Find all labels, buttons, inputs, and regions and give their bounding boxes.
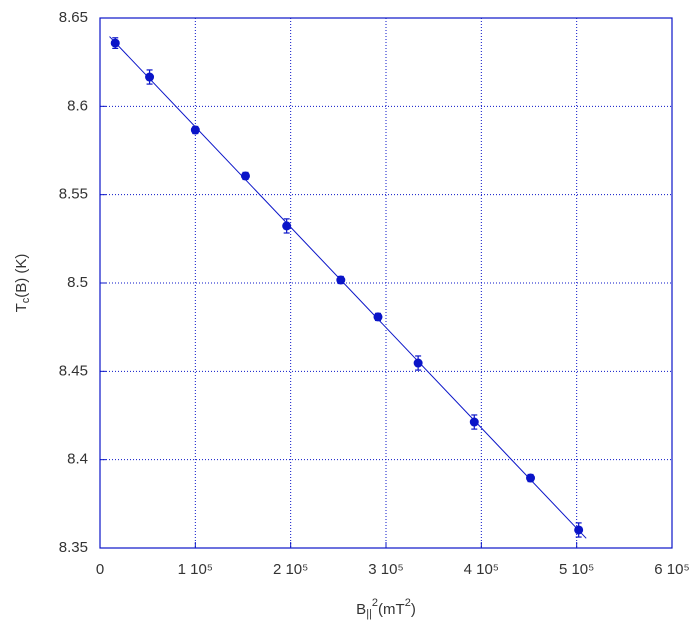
x-tick-label: 5 10⁵ — [559, 561, 594, 578]
x-tick-label: 0 — [96, 561, 104, 578]
y-tick-label: 8.45 — [59, 362, 88, 379]
data-point — [336, 275, 346, 285]
xlabel-part: ) — [411, 601, 416, 618]
ylabel: Tc​(B) (K) — [13, 254, 32, 313]
x-tick-label: 1 10⁵ — [178, 561, 213, 578]
y-tick-label: 8.4 — [67, 451, 88, 468]
ylabel-part: c — [20, 297, 32, 303]
x-tick-label: 3 10⁵ — [368, 561, 403, 578]
y-tick-label: 8.35 — [59, 539, 88, 556]
data-point — [145, 72, 155, 82]
x-tick-label: 6 10⁵ — [654, 561, 689, 578]
y-tick-label: 8.65 — [59, 9, 88, 26]
data-point — [526, 473, 536, 483]
y-tick-label: 8.5 — [67, 274, 88, 291]
y-tick-label: 8.55 — [59, 186, 88, 203]
data-point — [110, 38, 120, 48]
plot-frame — [99, 17, 673, 549]
xlabel-part: 2 — [405, 597, 411, 609]
y-tick-label: 8.6 — [67, 97, 88, 114]
xlabel: B||​2​(mT2​) — [356, 597, 416, 620]
xlabel-part: (mT — [378, 601, 405, 618]
data-point — [373, 312, 383, 322]
data-point — [282, 221, 292, 231]
x-tick-label: 4 10⁵ — [464, 561, 499, 578]
xlabel-part: 2 — [372, 597, 378, 609]
x-tick-label: 2 10⁵ — [273, 561, 308, 578]
fit-line — [109, 36, 587, 539]
data-point — [413, 358, 423, 368]
ylabel-part: T — [13, 303, 30, 312]
xlabel-part: || — [366, 608, 372, 620]
data-point — [574, 525, 584, 535]
data-point — [469, 417, 479, 427]
data-point — [240, 171, 250, 181]
xlabel-part: B — [356, 601, 366, 618]
data-point — [190, 125, 200, 135]
ylabel-part: (B) (K) — [13, 254, 30, 298]
